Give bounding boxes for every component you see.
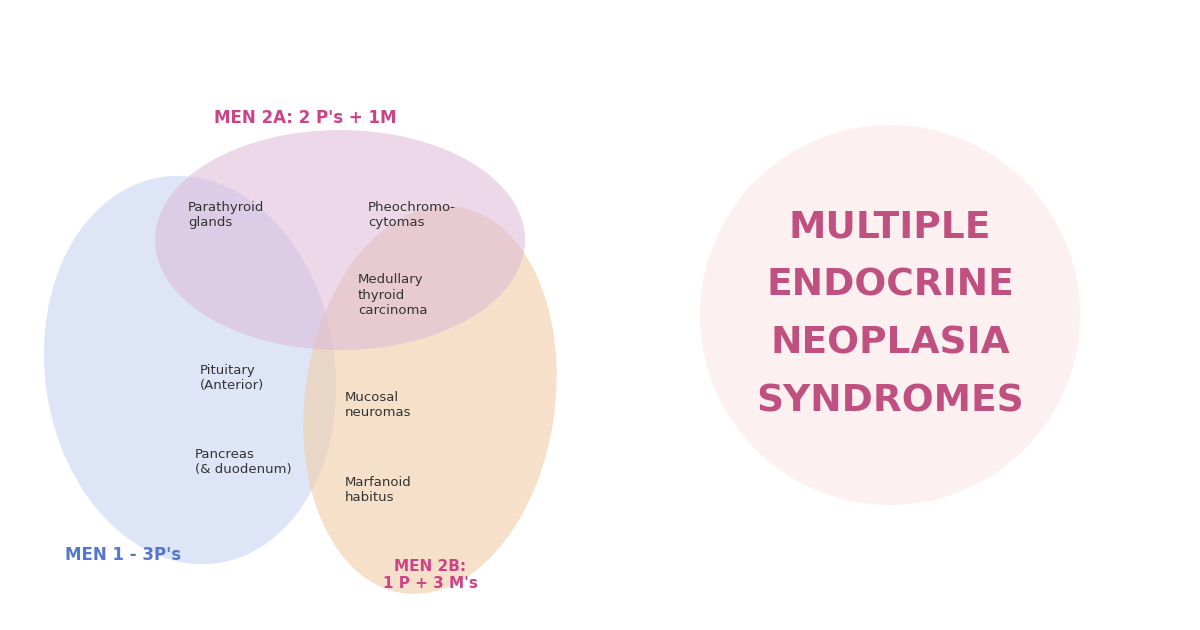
Text: Pheochromо-
cytomas: Pheochromо- cytomas [368, 201, 456, 229]
Text: MULTIPLE: MULTIPLE [788, 210, 991, 246]
Text: MEN 2B:
1 P + 3 M's: MEN 2B: 1 P + 3 M's [383, 559, 478, 591]
Text: MEN 1 - 3P's: MEN 1 - 3P's [65, 546, 181, 564]
Text: SYNDROMES: SYNDROMES [756, 384, 1024, 420]
Ellipse shape [155, 130, 526, 350]
Text: Mucosal
neuromas: Mucosal neuromas [346, 391, 412, 419]
Ellipse shape [304, 206, 557, 594]
Text: Marfanoid
habitus: Marfanoid habitus [346, 476, 412, 504]
Text: ENDOCRINE: ENDOCRINE [766, 268, 1014, 304]
Text: NEOPLASIA: NEOPLASIA [770, 326, 1010, 362]
Circle shape [700, 125, 1080, 505]
Text: MEN 2A: 2 P's + 1M: MEN 2A: 2 P's + 1M [214, 109, 396, 127]
Text: Pituitary
(Anterior): Pituitary (Anterior) [200, 364, 264, 392]
Text: Medullary
thyroid
carcinoma: Medullary thyroid carcinoma [358, 273, 427, 316]
Ellipse shape [44, 176, 336, 564]
Text: Parathyroid
glands: Parathyroid glands [188, 201, 264, 229]
Text: Pancreas
(& duodenum): Pancreas (& duodenum) [194, 448, 292, 476]
